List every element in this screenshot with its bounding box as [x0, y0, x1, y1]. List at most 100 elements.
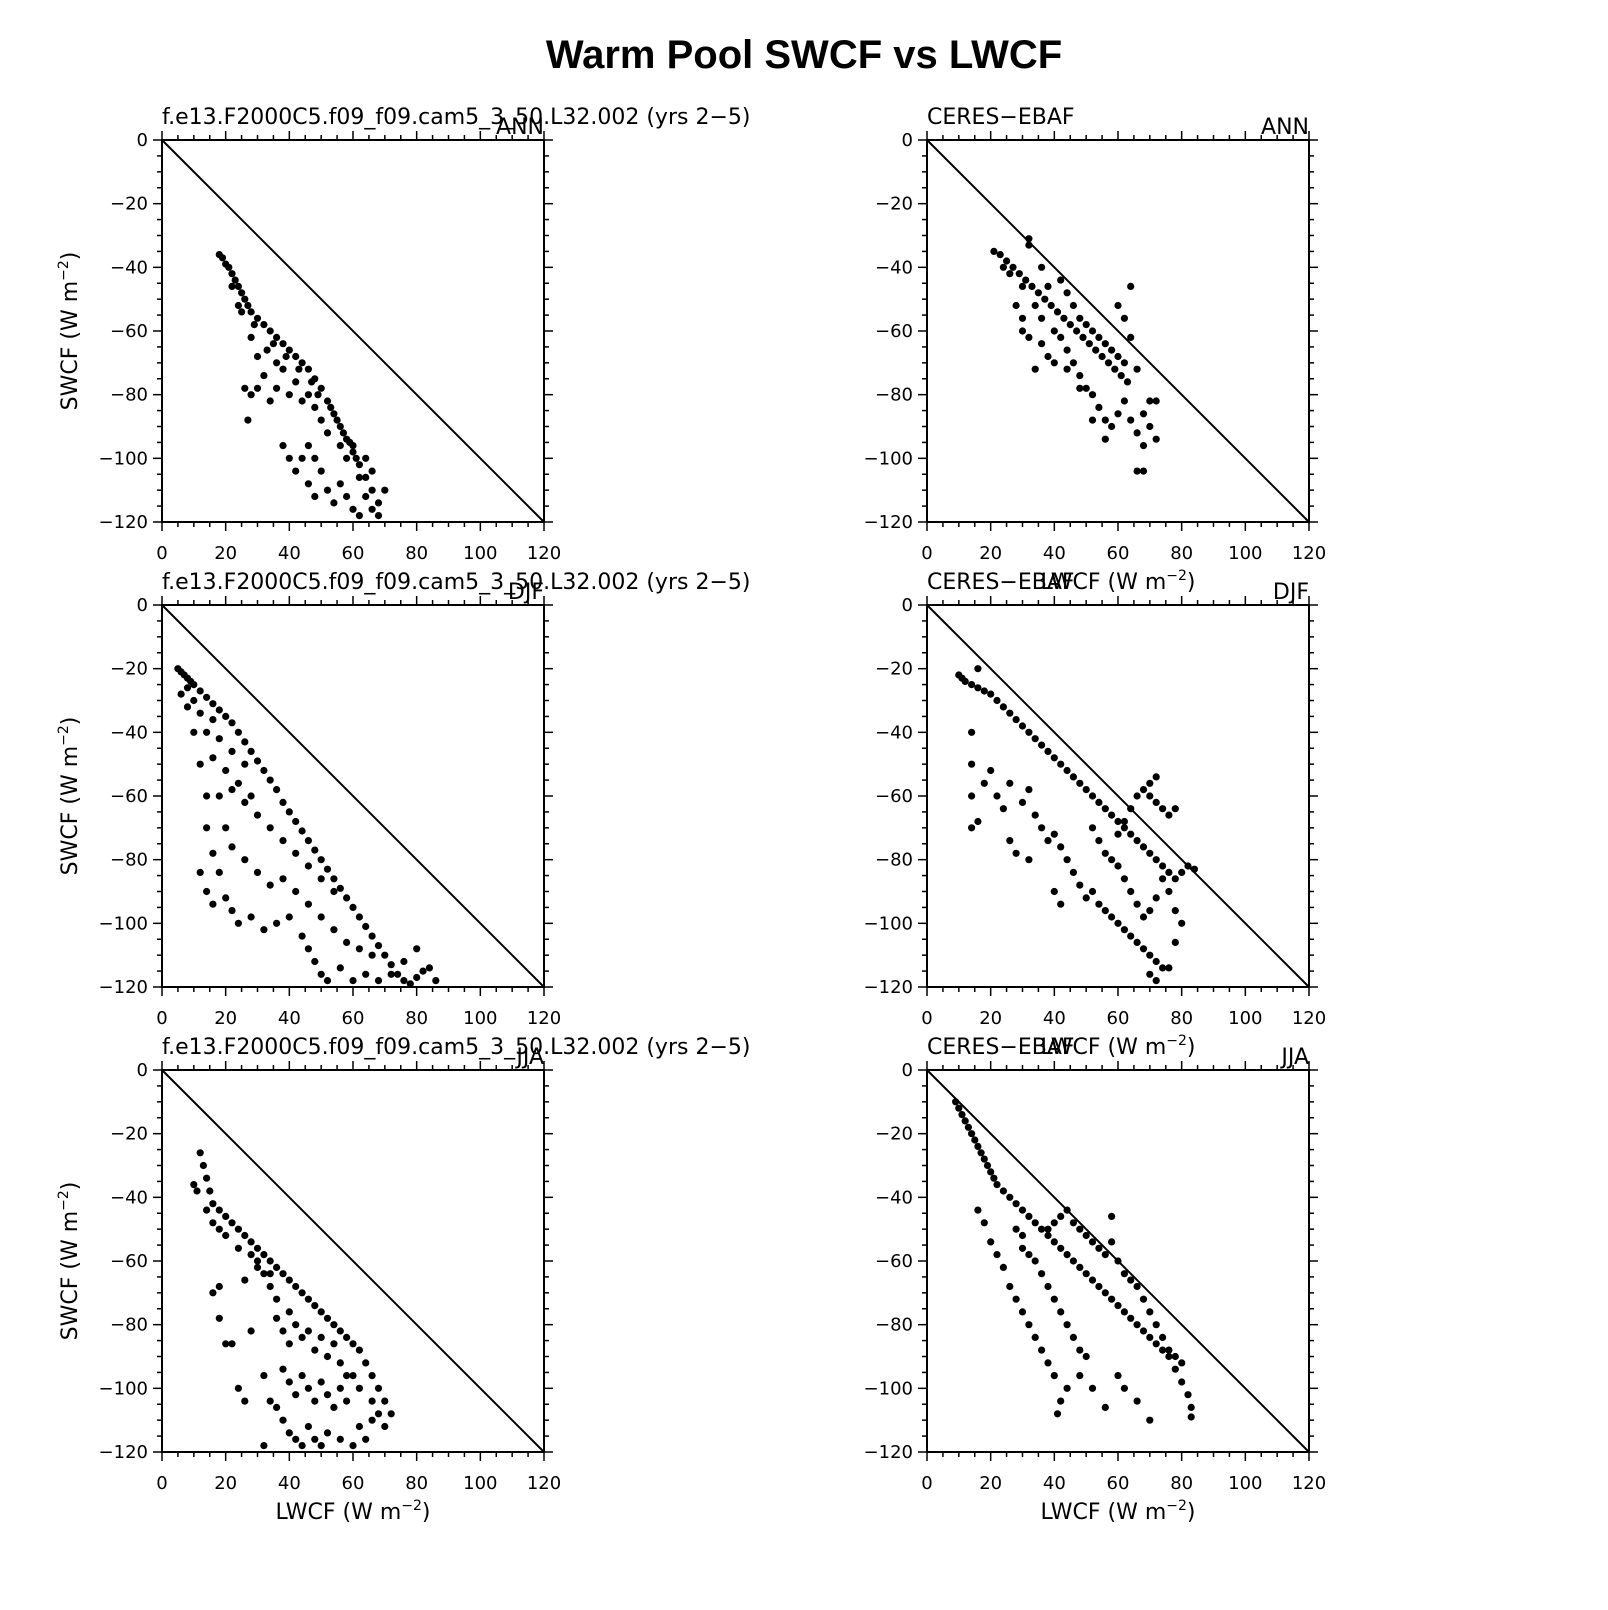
- data-point: [1095, 403, 1103, 411]
- data-point: [279, 1327, 287, 1335]
- data-point: [266, 397, 274, 405]
- data-point: [1038, 1270, 1046, 1278]
- data-point: [1092, 346, 1100, 354]
- data-point: [241, 1397, 249, 1405]
- data-point: [1133, 792, 1141, 800]
- data-point: [273, 1403, 281, 1411]
- data-point: [311, 1435, 319, 1443]
- data-point: [260, 766, 268, 775]
- data-point: [253, 1257, 262, 1265]
- x-tick-label: 20: [214, 1473, 237, 1494]
- data-point: [974, 817, 982, 826]
- data-point: [1057, 1244, 1065, 1252]
- data-point: [1187, 1413, 1195, 1421]
- data-point: [349, 448, 357, 456]
- data-point: [241, 738, 249, 746]
- data-point: [1139, 913, 1148, 921]
- data-point: [1098, 352, 1106, 361]
- panel-season-label: JJA: [514, 1045, 544, 1070]
- x-tick-label: 60: [1107, 1008, 1130, 1029]
- scatter-panel-ann-model: 0 20 40 60 80 100 120 0 −20 −40 −60 −80 −100 −120 f.e1…: [56, 105, 750, 564]
- x-tick-label: 60: [342, 1473, 365, 1494]
- data-point: [199, 1161, 207, 1170]
- data-point: [362, 492, 370, 501]
- data-point: [381, 1422, 389, 1431]
- x-tick-label: 120: [1292, 1008, 1326, 1029]
- data-point: [298, 359, 306, 367]
- data-point: [203, 1174, 211, 1182]
- data-point: [241, 1231, 249, 1240]
- data-point: [190, 696, 198, 705]
- data-point: [1012, 1295, 1020, 1303]
- data-point: [1028, 282, 1036, 290]
- scatter-panel-djf-obs: 0 20 40 60 80 100 120 0 −20 −40 −60 −80 −100 −120 CERE…: [864, 570, 1327, 1060]
- data-point: [1050, 359, 1058, 367]
- data-point: [1073, 327, 1081, 335]
- data-points: [952, 1098, 1195, 1424]
- x-tick-label: 80: [405, 1008, 428, 1029]
- y-tick-label: −40: [110, 1187, 148, 1208]
- data-point: [1018, 282, 1027, 290]
- panel-dataset-label: f.e13.F2000C5.f09_f09.cam5_3_50.L32.002 …: [162, 1035, 750, 1060]
- data-point: [1108, 346, 1116, 354]
- data-point: [336, 422, 344, 431]
- data-point: [1063, 1251, 1071, 1259]
- data-point: [196, 760, 204, 768]
- data-point: [1066, 321, 1074, 329]
- data-point: [304, 900, 312, 908]
- data-point: [1018, 798, 1027, 807]
- data-point: [983, 1161, 992, 1170]
- data-point: [1187, 1403, 1195, 1411]
- x-axis-title: LWCF (W m−2): [1041, 1033, 1196, 1060]
- data-point: [1050, 1372, 1058, 1380]
- data-point: [1088, 327, 1097, 335]
- data-point: [381, 951, 389, 959]
- data-point: [323, 1314, 332, 1322]
- data-point: [1120, 817, 1128, 826]
- data-point: [215, 735, 223, 743]
- data-point: [304, 391, 312, 399]
- data-point: [368, 486, 376, 494]
- y-tick-label: −100: [864, 448, 913, 469]
- data-point: [1050, 327, 1058, 335]
- data-point: [1082, 894, 1090, 902]
- data-point: [1050, 830, 1058, 838]
- data-point: [228, 907, 236, 915]
- data-point: [362, 1359, 370, 1367]
- data-point: [209, 700, 217, 708]
- x-tick-label: 0: [156, 543, 167, 564]
- data-point: [1076, 1263, 1084, 1271]
- data-point: [292, 378, 300, 386]
- data-point: [1152, 798, 1160, 807]
- data-point: [1025, 1212, 1033, 1220]
- data-point: [1012, 716, 1020, 724]
- data-point: [1178, 1378, 1186, 1386]
- data-point: [1101, 1251, 1109, 1259]
- data-point: [1057, 333, 1065, 341]
- data-point: [209, 754, 217, 762]
- data-point: [1006, 1193, 1014, 1201]
- data-point: [273, 919, 281, 927]
- data-point: [1139, 945, 1148, 953]
- data-point: [308, 378, 316, 386]
- x-axis-title: LWCF (W m−2): [276, 1498, 431, 1525]
- data-point: [1117, 372, 1125, 380]
- data-point: [1139, 442, 1148, 450]
- data-point: [1114, 817, 1122, 826]
- data-point: [285, 346, 293, 354]
- panel-season-label: ANN: [1261, 115, 1309, 140]
- data-point: [253, 1263, 262, 1271]
- axis-ticks: [918, 596, 1318, 996]
- x-tick-label: 40: [1043, 1473, 1066, 1494]
- data-point: [1101, 416, 1109, 424]
- data-point: [1101, 805, 1109, 813]
- data-point: [336, 1327, 344, 1335]
- data-point: [253, 811, 262, 819]
- data-point: [1069, 1219, 1077, 1227]
- data-point: [1050, 1238, 1058, 1246]
- data-point: [1031, 811, 1039, 819]
- x-tick-label: 20: [979, 543, 1002, 564]
- data-point: [1146, 1333, 1154, 1341]
- axis-ticks: [153, 131, 553, 531]
- data-point: [413, 973, 421, 982]
